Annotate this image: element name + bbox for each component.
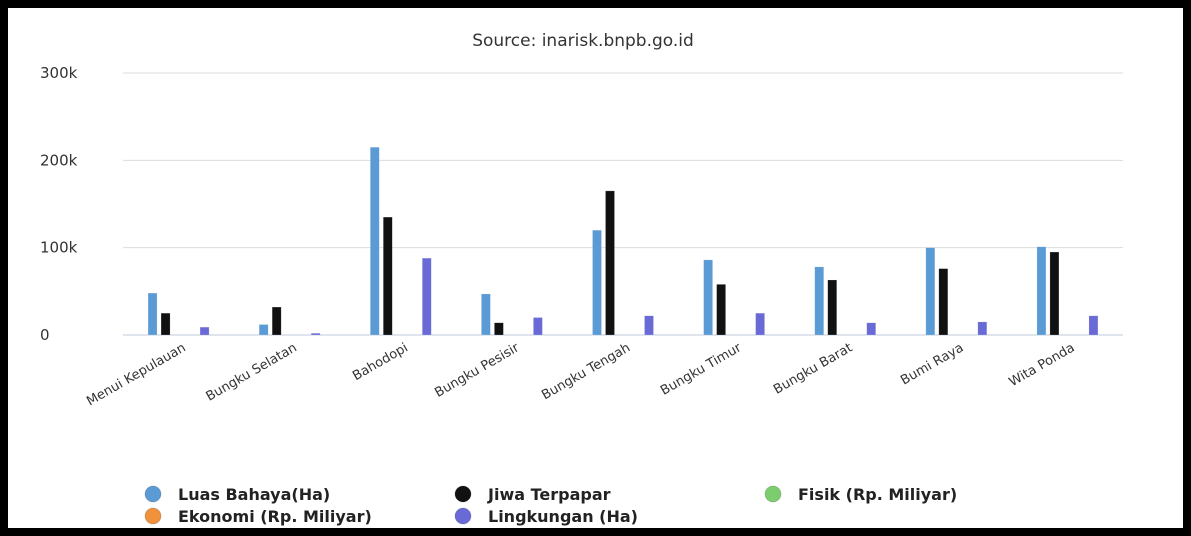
x-tick-label: Bungku Timur bbox=[658, 340, 744, 399]
x-tick-label: Bumi Raya bbox=[898, 340, 966, 388]
bar-lingkungan-ha[interactable] bbox=[199, 326, 210, 336]
grid-lines bbox=[123, 72, 1123, 336]
x-tick-label: Bungku Selatan bbox=[204, 340, 300, 404]
legend-marker bbox=[764, 485, 782, 503]
bar-lingkungan-ha[interactable] bbox=[310, 333, 321, 336]
bar-jiwa-terpapar[interactable] bbox=[716, 284, 726, 336]
bar-luas-bahaya-ha[interactable] bbox=[925, 247, 936, 336]
x-tick-label: Bungku Pesisir bbox=[432, 340, 522, 401]
bar-lingkungan-ha[interactable] bbox=[422, 257, 432, 336]
legend-item[interactable]: Luas Bahaya(Ha) bbox=[144, 485, 330, 504]
bar-luas-bahaya-ha[interactable] bbox=[703, 259, 713, 336]
x-tick-label: Menui Kepulauan bbox=[84, 340, 188, 409]
legend-item[interactable]: Fisik (Rp. Miliyar) bbox=[764, 485, 957, 504]
x-tick-label: Bungku Barat bbox=[771, 340, 855, 397]
bar-luas-bahaya-ha[interactable] bbox=[592, 229, 602, 336]
bar-lingkungan-ha[interactable] bbox=[1088, 315, 1099, 336]
legend-label: Ekonomi (Rp. Miliyar) bbox=[178, 507, 372, 526]
legend-item[interactable]: Jiwa Terpapar bbox=[454, 485, 611, 504]
bar-luas-bahaya-ha[interactable] bbox=[481, 293, 491, 336]
bar-luas-bahaya-ha[interactable] bbox=[258, 324, 269, 336]
legend-label: Jiwa Terpapar bbox=[487, 485, 611, 504]
bar-chart: Source: inarisk.bnpb.go.id 0 100k 200k 300k… bbox=[40, 31, 1123, 526]
legend: Luas Bahaya(Ha) Jiwa Terpapar Fisik (Rp. M… bbox=[144, 485, 957, 526]
bar-jiwa-terpapar[interactable] bbox=[605, 190, 615, 336]
bars bbox=[147, 146, 1099, 336]
y-tick-label: 300k bbox=[40, 64, 78, 82]
bar-jiwa-terpapar[interactable] bbox=[494, 322, 504, 336]
bar-jiwa-terpapar[interactable] bbox=[271, 306, 282, 336]
y-tick-label: 0 bbox=[40, 326, 50, 344]
legend-marker bbox=[144, 507, 162, 525]
legend-label: Luas Bahaya(Ha) bbox=[178, 485, 330, 504]
bar-jiwa-terpapar[interactable] bbox=[160, 312, 171, 336]
bar-luas-bahaya-ha[interactable] bbox=[1036, 246, 1047, 336]
chart-title: Source: inarisk.bnpb.go.id bbox=[472, 31, 694, 51]
bar-luas-bahaya-ha[interactable] bbox=[147, 292, 158, 336]
y-axis-ticks: 0 100k 200k 300k bbox=[40, 64, 78, 344]
chart-frame: Source: inarisk.bnpb.go.id 0 100k 200k 300k… bbox=[8, 8, 1183, 528]
legend-label: Lingkungan (Ha) bbox=[488, 507, 638, 526]
y-tick-label: 200k bbox=[40, 151, 78, 169]
bar-lingkungan-ha[interactable] bbox=[533, 317, 543, 336]
legend-marker bbox=[454, 507, 472, 525]
x-tick-label: Bahodopi bbox=[350, 340, 410, 384]
bar-lingkungan-ha[interactable] bbox=[977, 321, 988, 336]
x-tick-label: Bungku Tengah bbox=[539, 340, 633, 403]
x-axis-labels: Menui Kepulauan Bungku Selatan Bahodopi Bun… bbox=[84, 340, 1077, 409]
legend-marker bbox=[454, 485, 472, 503]
bar-jiwa-terpapar[interactable] bbox=[827, 279, 837, 336]
legend-item[interactable]: Ekonomi (Rp. Miliyar) bbox=[144, 507, 372, 526]
bar-jiwa-terpapar[interactable] bbox=[938, 268, 949, 336]
bar-jiwa-terpapar[interactable] bbox=[383, 216, 393, 336]
x-tick-label: Wita Ponda bbox=[1007, 340, 1078, 390]
legend-item[interactable]: Lingkungan (Ha) bbox=[454, 507, 638, 526]
y-tick-label: 100k bbox=[40, 239, 78, 257]
legend-marker bbox=[144, 485, 162, 503]
bar-lingkungan-ha[interactable] bbox=[644, 315, 654, 336]
bar-lingkungan-ha[interactable] bbox=[866, 322, 876, 336]
legend-label: Fisik (Rp. Miliyar) bbox=[798, 485, 957, 504]
bar-luas-bahaya-ha[interactable] bbox=[370, 146, 380, 336]
bar-lingkungan-ha[interactable] bbox=[755, 312, 765, 336]
bar-jiwa-terpapar[interactable] bbox=[1049, 251, 1060, 336]
bar-luas-bahaya-ha[interactable] bbox=[814, 266, 824, 336]
